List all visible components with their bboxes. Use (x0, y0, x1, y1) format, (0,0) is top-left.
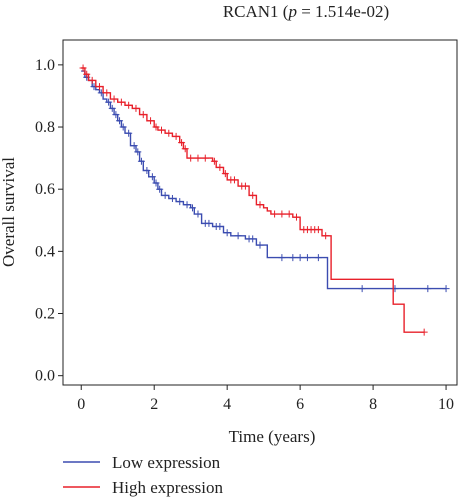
censor-mark-high (95, 83, 103, 91)
censor-mark-low (194, 210, 202, 218)
censor-mark-high (322, 232, 330, 240)
censor-mark-high (187, 154, 195, 162)
censor-mark-low (205, 219, 213, 227)
y-axis-title: Overall survival (0, 157, 18, 267)
censor-mark-low (442, 285, 450, 293)
censor-mark-high (420, 328, 428, 336)
x-tick-label: 2 (150, 396, 158, 413)
censor-mark-low (137, 157, 145, 165)
series-layer (79, 64, 450, 336)
chart-title-suffix: = 1.514e-02) (297, 2, 389, 21)
censor-mark-high (147, 117, 155, 125)
x-tick-label: 8 (369, 396, 377, 413)
censor-mark-low (143, 167, 151, 175)
censor-mark-low (278, 254, 286, 262)
legend-label-low: Low expression (112, 453, 221, 472)
censor-mark-high (278, 210, 286, 218)
censor-mark-high (201, 154, 209, 162)
censor-mark-low (130, 142, 138, 150)
y-tick-label: 0.6 (35, 181, 55, 198)
y-tick-label: 1.0 (35, 57, 55, 74)
censor-mark-high (79, 64, 87, 72)
censor-mark-high (132, 104, 140, 112)
censor-mark-low (234, 232, 242, 240)
chart-title-p: p (287, 2, 297, 21)
censor-mark-high (181, 145, 189, 153)
series-high (79, 64, 428, 336)
y-tick-label: 0.8 (35, 119, 55, 136)
censor-mark-high (249, 191, 257, 199)
plot-frame (62, 39, 458, 386)
censor-mark-high (210, 157, 218, 165)
x-tick-label: 0 (77, 396, 85, 413)
censor-mark-high (158, 126, 165, 134)
censor-mark-high (230, 176, 238, 184)
censor-mark-low (216, 222, 224, 230)
censor-mark-high (221, 170, 229, 178)
censor-mark-high (88, 76, 96, 84)
censor-mark-low (156, 185, 164, 193)
censor-mark-high (110, 95, 118, 103)
survival-curve-high (81, 67, 425, 333)
censor-mark-low (183, 201, 191, 209)
censor-mark-low (256, 241, 264, 249)
censor-mark-high (216, 163, 224, 171)
censor-mark-high (285, 210, 293, 218)
censor-mark-low (108, 104, 116, 112)
censor-mark-high (271, 210, 279, 218)
y-tick-label: 0.4 (35, 243, 55, 260)
censor-mark-low (116, 117, 124, 125)
censor-mark-low (148, 173, 156, 181)
x-tick-label: 6 (296, 396, 304, 413)
censor-mark-low (289, 254, 297, 262)
legend: Low expression High expression (63, 453, 223, 497)
censor-mark-high (178, 139, 186, 147)
censor-mark-low (358, 285, 366, 293)
legend-label-high: High expression (112, 478, 223, 497)
censor-mark-low (125, 129, 133, 137)
y-axis: 0.0 0.2 0.4 0.6 0.8 1.0 (35, 57, 63, 385)
y-tick-label: 0.0 (35, 368, 55, 385)
censor-mark-high (241, 182, 249, 190)
censor-mark-low (112, 111, 120, 119)
survival-curve-low (81, 70, 447, 290)
censor-mark-high (103, 89, 111, 97)
chart-title-prefix: RCAN1 ( (223, 2, 289, 21)
censor-mark-high (152, 123, 160, 131)
censor-mark-low (249, 235, 257, 243)
x-axis-title: Time (years) (229, 427, 316, 446)
censor-mark-high (83, 70, 91, 78)
censor-mark-high (172, 132, 180, 140)
censor-mark-high (292, 213, 300, 221)
censor-mark-low (314, 254, 322, 262)
censor-mark-low (161, 191, 169, 199)
censor-mark-low (134, 148, 142, 156)
censor-mark-high (125, 101, 133, 109)
censor-mark-low (303, 254, 311, 262)
censor-mark-low (296, 254, 304, 262)
censor-mark-low (119, 123, 127, 131)
x-axis: 0 2 4 6 8 10 (77, 385, 454, 413)
censor-mark-low (223, 229, 231, 237)
censor-mark-low (189, 204, 197, 212)
chart-title: RCAN1 (p = 1.514e-02) (223, 2, 389, 21)
censor-mark-low (168, 195, 176, 203)
censor-mark-high (194, 154, 202, 162)
censor-mark-low (176, 198, 184, 206)
censor-mark-low (152, 179, 160, 187)
censor-mark-high (139, 111, 147, 119)
censor-mark-high (314, 226, 322, 234)
censor-mark-low (424, 285, 432, 293)
censor-mark-high (117, 98, 125, 106)
censor-mark-low (105, 98, 113, 106)
censor-mark-high (256, 201, 264, 209)
y-tick-label: 0.2 (35, 306, 55, 323)
x-tick-label: 4 (223, 396, 231, 413)
censor-mark-high (165, 129, 173, 137)
series-low (81, 70, 450, 293)
x-tick-label: 10 (438, 396, 454, 413)
